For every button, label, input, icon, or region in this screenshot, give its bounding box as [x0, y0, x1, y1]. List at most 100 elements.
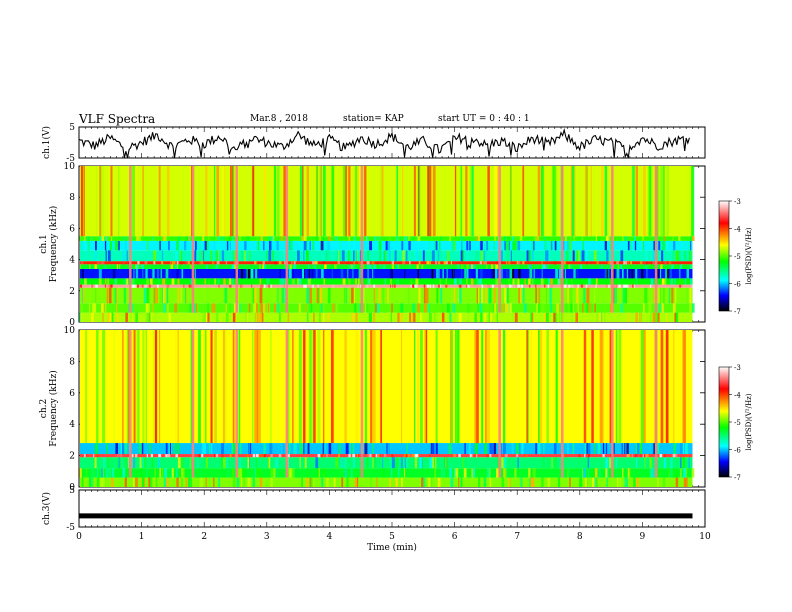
- spectro-streak: [460, 268, 463, 279]
- spectro-streak: [659, 240, 663, 251]
- spectro-streak: [521, 454, 523, 458]
- spectro-streak: [675, 468, 678, 478]
- spectro-streak: [662, 166, 665, 237]
- spectro-streak: [620, 303, 623, 313]
- spectro-streak: [304, 457, 307, 469]
- spectro-streak: [293, 264, 296, 269]
- spectro-streak: [583, 330, 587, 444]
- spectro-streak: [664, 278, 667, 285]
- spectro-streak: [270, 284, 272, 288]
- spectro-streak: [544, 454, 547, 458]
- spectro-streak: [276, 312, 279, 322]
- spectro-streak: [520, 236, 523, 241]
- spectro-streak: [244, 250, 246, 262]
- spectro-streak: [458, 477, 460, 487]
- spectro-streak: [144, 284, 147, 288]
- spectro-streak: [331, 330, 334, 444]
- spectro-streak: [391, 264, 394, 269]
- spectro-streak: [649, 284, 652, 288]
- spectro-streak: [412, 236, 414, 241]
- spectro-streak: [345, 166, 347, 237]
- spectro-streak: [255, 454, 259, 458]
- y-tick-label: 10: [64, 326, 76, 336]
- spectro-streak: [141, 264, 144, 269]
- spectro-streak: [653, 443, 655, 455]
- spectro-streak: [328, 443, 332, 455]
- spectro-streak: [675, 477, 679, 487]
- spectro-streak: [180, 287, 182, 304]
- spectro-streak: [583, 468, 586, 478]
- spectro-streak: [136, 236, 139, 241]
- spectro-burst: [191, 330, 195, 478]
- spectro-streak: [168, 240, 170, 251]
- spectro-streak: [111, 312, 114, 322]
- spectro-streak: [172, 261, 174, 265]
- y-tick-label: 6: [69, 224, 75, 234]
- spectro-streak: [475, 250, 479, 262]
- spectro-streak: [317, 468, 319, 478]
- spectro-streak: [159, 468, 161, 478]
- spectro-streak: [194, 250, 197, 262]
- spectro-streak: [453, 278, 457, 285]
- spectro-streak: [404, 468, 406, 478]
- spectro-streak: [669, 268, 672, 279]
- spectro-streak: [135, 264, 137, 269]
- spectro-streak: [495, 457, 499, 469]
- spectro-streak: [335, 303, 339, 313]
- spectro-streak: [212, 261, 214, 265]
- spectro-streak: [597, 443, 601, 455]
- spectro-streak: [414, 284, 417, 288]
- spectro-streak: [470, 264, 472, 269]
- spectro-streak: [246, 268, 249, 279]
- spectro-streak: [585, 284, 588, 288]
- spectro-streak: [665, 240, 668, 251]
- spectro-streak: [661, 303, 664, 313]
- spectro-streak: [543, 236, 546, 241]
- spectro-streak: [569, 287, 573, 304]
- spectro-streak: [367, 278, 370, 285]
- spectro-streak: [397, 468, 400, 478]
- spectro-streak: [116, 303, 118, 313]
- spectro-streak: [321, 477, 324, 487]
- spectro-streak: [624, 236, 627, 241]
- x-tick-label: 3: [264, 532, 270, 542]
- spectro-streak: [662, 477, 666, 487]
- spectro-streak: [415, 454, 419, 458]
- spectro-streak: [115, 443, 118, 455]
- spectro-streak: [417, 303, 420, 313]
- spectro-streak: [391, 454, 394, 458]
- spectro-streak: [501, 268, 503, 279]
- spectro-streak: [144, 236, 146, 241]
- spectro-streak: [567, 468, 570, 478]
- spectro-streak: [370, 477, 372, 487]
- spectro-streak: [436, 268, 440, 279]
- spectro-streak: [178, 264, 181, 269]
- spectro-streak: [648, 166, 652, 237]
- spectro-streak: [186, 236, 188, 241]
- spectro-streak: [541, 278, 545, 285]
- spectro-streak: [196, 457, 199, 469]
- spectro-streak: [102, 457, 106, 469]
- spectro-streak: [196, 477, 200, 487]
- waveform-line-0: [78, 127, 690, 159]
- spectro-streak: [660, 264, 663, 269]
- spectro-streak: [479, 278, 482, 285]
- spectrogram-1: [79, 166, 695, 322]
- y-tick-label: 6: [69, 389, 75, 399]
- spectro-streak: [372, 443, 374, 455]
- spectro-streak: [293, 443, 296, 455]
- spectro-burst: [360, 166, 364, 313]
- spectro-streak: [85, 454, 87, 458]
- spectro-streak: [593, 477, 596, 487]
- spectro-streak: [89, 284, 92, 288]
- x-tick-label: 4: [327, 532, 333, 542]
- spectro-streak: [133, 268, 135, 279]
- spectro-streak: [105, 312, 107, 322]
- spectro-streak: [463, 468, 467, 478]
- spectro-streak: [119, 454, 123, 458]
- spectro-streak: [258, 330, 260, 444]
- spectro-streak: [512, 236, 514, 241]
- spectro-streak: [259, 264, 261, 269]
- spectro-streak: [349, 443, 352, 455]
- spectro-streak: [643, 166, 646, 237]
